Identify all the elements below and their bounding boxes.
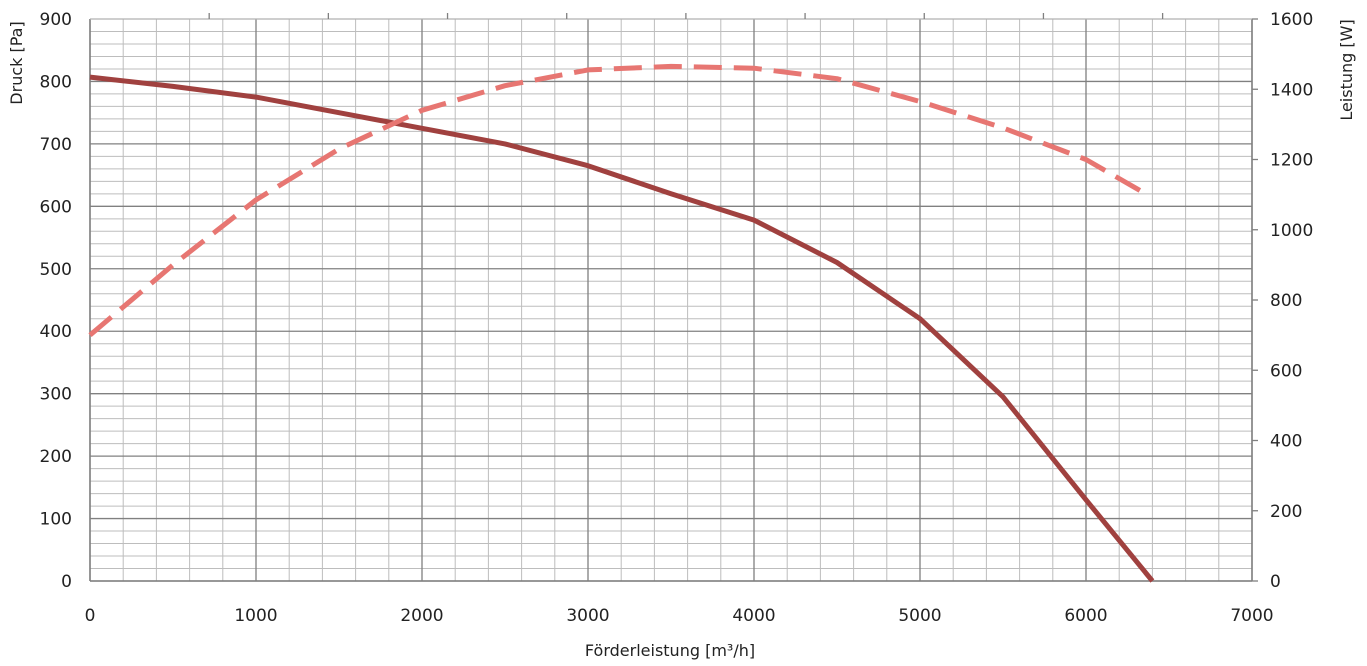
y-axis-left-title: Druck [Pa] bbox=[7, 21, 26, 104]
y-left-tick-label: 300 bbox=[40, 385, 72, 405]
x-tick-label: 7000 bbox=[1230, 606, 1273, 626]
x-tick-label: 5000 bbox=[898, 606, 941, 626]
pressure-curve bbox=[89, 74, 1155, 583]
x-axis-title: Förderleistung [m³/h] bbox=[585, 641, 755, 660]
y-left-tick-label: 900 bbox=[40, 10, 72, 30]
y-right-tick-label: 600 bbox=[1270, 361, 1302, 381]
y-right-tick-label: 1600 bbox=[1270, 10, 1313, 30]
y-right-tick-label: 0 bbox=[1270, 572, 1281, 592]
plot-frame bbox=[89, 13, 1258, 582]
y-right-tick-label: 800 bbox=[1270, 291, 1302, 311]
y-right-tick-label: 200 bbox=[1270, 502, 1302, 522]
minor-gridlines bbox=[90, 19, 1252, 581]
y-left-tick-label: 100 bbox=[40, 510, 72, 530]
x-tick-label: 4000 bbox=[732, 606, 775, 626]
x-tick-label: 6000 bbox=[1064, 606, 1107, 626]
y-left-tick-label: 200 bbox=[40, 447, 72, 467]
y-left-tick-label: 700 bbox=[40, 135, 72, 155]
y-left-tick-label: 0 bbox=[61, 572, 72, 592]
x-tick-label: 2000 bbox=[400, 606, 443, 626]
x-tick-label: 3000 bbox=[566, 606, 609, 626]
tick-labels: 0 1000 2000 3000 4000 5000 6000 700001002003004… bbox=[40, 10, 1314, 626]
y-left-tick-label: 600 bbox=[40, 197, 72, 217]
y-axis-right-title: Leistung [W] bbox=[1337, 19, 1356, 120]
x-tick-label: 0 bbox=[85, 606, 96, 626]
major-gridlines bbox=[89, 18, 1253, 582]
y-right-tick-label: 1200 bbox=[1270, 151, 1313, 171]
y-right-tick-label: 400 bbox=[1270, 432, 1302, 452]
power-curve bbox=[88, 63, 1146, 338]
x-tick-label: 1000 bbox=[234, 606, 277, 626]
y-left-tick-label: 800 bbox=[40, 72, 72, 92]
y-right-tick-label: 1400 bbox=[1270, 80, 1313, 100]
series-lines bbox=[88, 63, 1155, 583]
y-left-tick-label: 500 bbox=[40, 260, 72, 280]
y-left-tick-label: 400 bbox=[40, 322, 72, 342]
y-right-tick-label: 1000 bbox=[1270, 221, 1313, 241]
